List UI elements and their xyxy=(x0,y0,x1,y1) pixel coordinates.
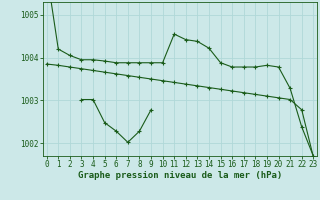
X-axis label: Graphe pression niveau de la mer (hPa): Graphe pression niveau de la mer (hPa) xyxy=(78,171,282,180)
